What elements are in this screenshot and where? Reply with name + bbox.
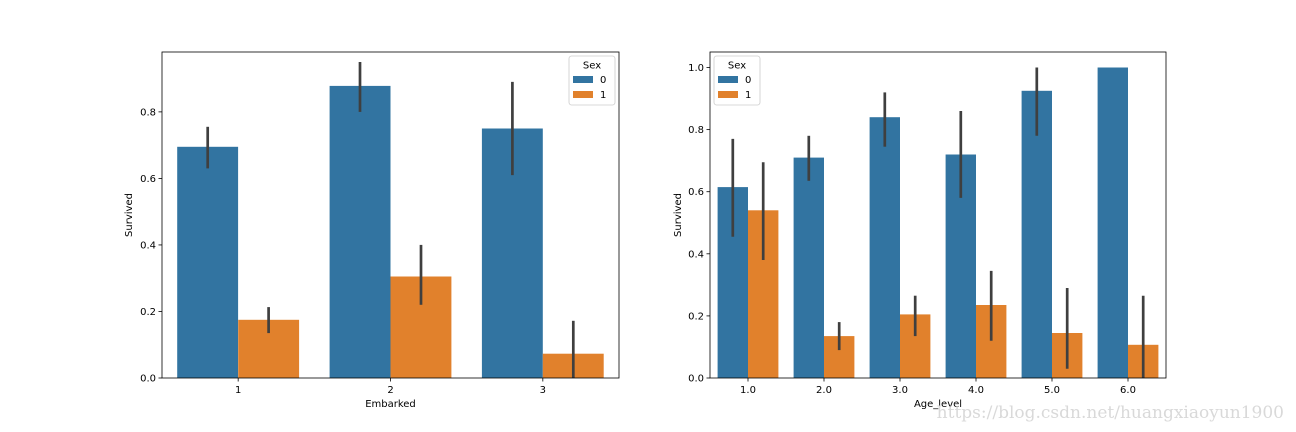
legend-label-0: 0 (600, 75, 606, 86)
legend-label-0: 0 (745, 75, 751, 86)
x-tick-label: 3 (540, 385, 546, 396)
legend-title: Sex (583, 61, 601, 72)
x-tick-label: 3.0 (892, 385, 908, 396)
legend-label-1: 1 (600, 90, 606, 101)
y-axis-label: Survived (124, 193, 135, 237)
y-tick-label: 1.0 (688, 63, 704, 74)
legend-label-1: 1 (745, 90, 751, 101)
chart-embarked: 0.0 0.2 0.4 0.6 0.8 1 2 3 Embarked Survived Sex 0 1 (124, 51, 620, 410)
y-tick-label: 0.6 (688, 187, 704, 198)
y-tick-label: 0.2 (688, 311, 704, 322)
y-tick-label: 0.4 (688, 249, 704, 260)
bar-series-0-5.0 (1021, 90, 1052, 379)
chart-age-level: 0.0 0.2 0.4 0.6 0.8 1.0 1.0 2.0 3.0 4.0 5.0 6.0 Age_… (673, 51, 1167, 410)
y-tick-label: 0.6 (140, 174, 156, 185)
x-tick-label: 4.0 (968, 385, 984, 396)
x-tick-label: 6.0 (1120, 385, 1136, 396)
legend-swatch-1 (718, 91, 738, 98)
legend-title: Sex (728, 61, 746, 72)
bar-series-0-2.0 (793, 157, 824, 378)
watermark: https://blog.csdn.net/huangxiaoyun1900 (937, 403, 1284, 423)
x-axis-label: Embarked (365, 399, 416, 410)
x-tick-label: 5.0 (1044, 385, 1060, 396)
plot-frame (709, 51, 1167, 379)
legend-swatch-0 (718, 76, 738, 83)
y-tick-label: 0.0 (688, 374, 704, 385)
bar-series-0-2 (329, 85, 391, 379)
x-axis-label: Age_level (914, 399, 962, 410)
y-tick-label: 0.4 (140, 240, 156, 251)
y-tick-label: 0.2 (140, 307, 156, 318)
x-tick-label: 2 (387, 385, 393, 396)
y-axis-label: Survived (673, 193, 684, 237)
bar-series-0-3.0 (869, 117, 900, 378)
y-tick-label: 0.0 (140, 374, 156, 385)
x-tick-label: 1.0 (740, 385, 756, 396)
legend-swatch-1 (573, 91, 593, 98)
bar-series-0-1 (177, 146, 239, 378)
legend-swatch-0 (573, 76, 593, 83)
x-tick-label: 2.0 (816, 385, 832, 396)
x-tick-label: 1 (235, 385, 241, 396)
bar-series-0-6.0 (1097, 67, 1128, 378)
y-tick-label: 0.8 (140, 107, 156, 118)
y-tick-label: 0.8 (688, 125, 704, 136)
